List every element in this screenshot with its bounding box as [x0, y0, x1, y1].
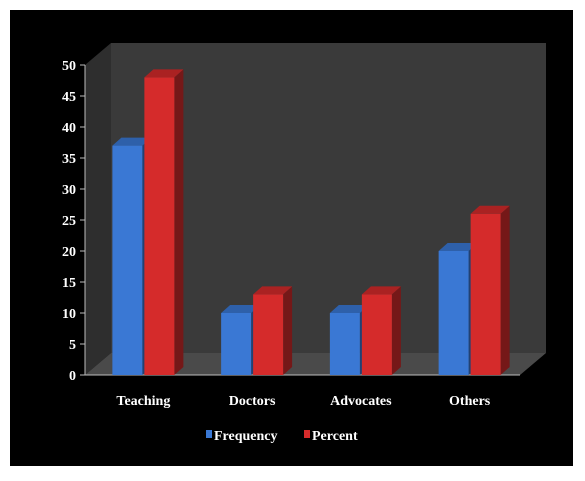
legend-label-frequency: Frequency [214, 429, 278, 444]
bar-frequency-advocates [329, 313, 360, 375]
bar-top-percent-others [470, 205, 510, 214]
bar-side-percent-teaching [174, 69, 184, 376]
bar-side-percent-advocates [391, 286, 401, 375]
y-tick-label: 50 [62, 59, 76, 74]
plot-floor [85, 353, 546, 375]
y-tick-label: 5 [69, 338, 76, 353]
bar-side-percent-others [500, 205, 510, 375]
legend-swatch-frequency [206, 430, 212, 438]
y-tick-label: 35 [62, 152, 76, 167]
bar-percent-others [470, 213, 501, 375]
y-tick-label: 30 [62, 183, 76, 198]
legend-swatch-percent [304, 430, 310, 438]
bar-top-frequency-teaching [112, 137, 152, 146]
x-tick-label: Teaching [116, 394, 170, 409]
plot-side-wall [85, 43, 111, 375]
bar-top-percent-doctors [253, 286, 293, 295]
y-tick-label: 15 [62, 276, 76, 291]
y-tick-label: 40 [62, 121, 76, 136]
legend-label-percent: Percent [312, 429, 358, 444]
bar-top-percent-advocates [361, 286, 401, 295]
bar-top-frequency-others [438, 243, 478, 251]
x-tick-label: Others [449, 394, 491, 409]
bar-percent-advocates [361, 294, 392, 375]
x-tick-label: Doctors [229, 394, 276, 409]
y-tick-label: 0 [69, 369, 76, 384]
bar-top-frequency-advocates [329, 305, 369, 313]
x-tick-label: Advocates [330, 394, 392, 409]
bar-top-frequency-doctors [221, 305, 261, 313]
y-tick-label: 45 [62, 90, 76, 105]
plot-back-wall [111, 43, 546, 353]
bar-frequency-doctors [221, 313, 252, 375]
bar-top-percent-teaching [144, 69, 184, 78]
y-tick-label: 20 [62, 245, 76, 260]
bar-chart: 0 5 10 15 20 25 30 35 40 45 50 Teaching Doctors Advoc… [62, 43, 546, 444]
bar-percent-doctors [253, 294, 284, 375]
bar-frequency-others [438, 251, 469, 375]
y-tick-label: 10 [62, 307, 76, 322]
bar-side-percent-doctors [283, 286, 293, 375]
bar-percent-teaching [144, 77, 175, 376]
bar-frequency-teaching [112, 145, 143, 375]
chart-frame: 0 5 10 15 20 25 30 35 40 45 50 Teaching Doctors Advoc… [10, 10, 573, 466]
y-tick-label: 25 [62, 214, 76, 229]
